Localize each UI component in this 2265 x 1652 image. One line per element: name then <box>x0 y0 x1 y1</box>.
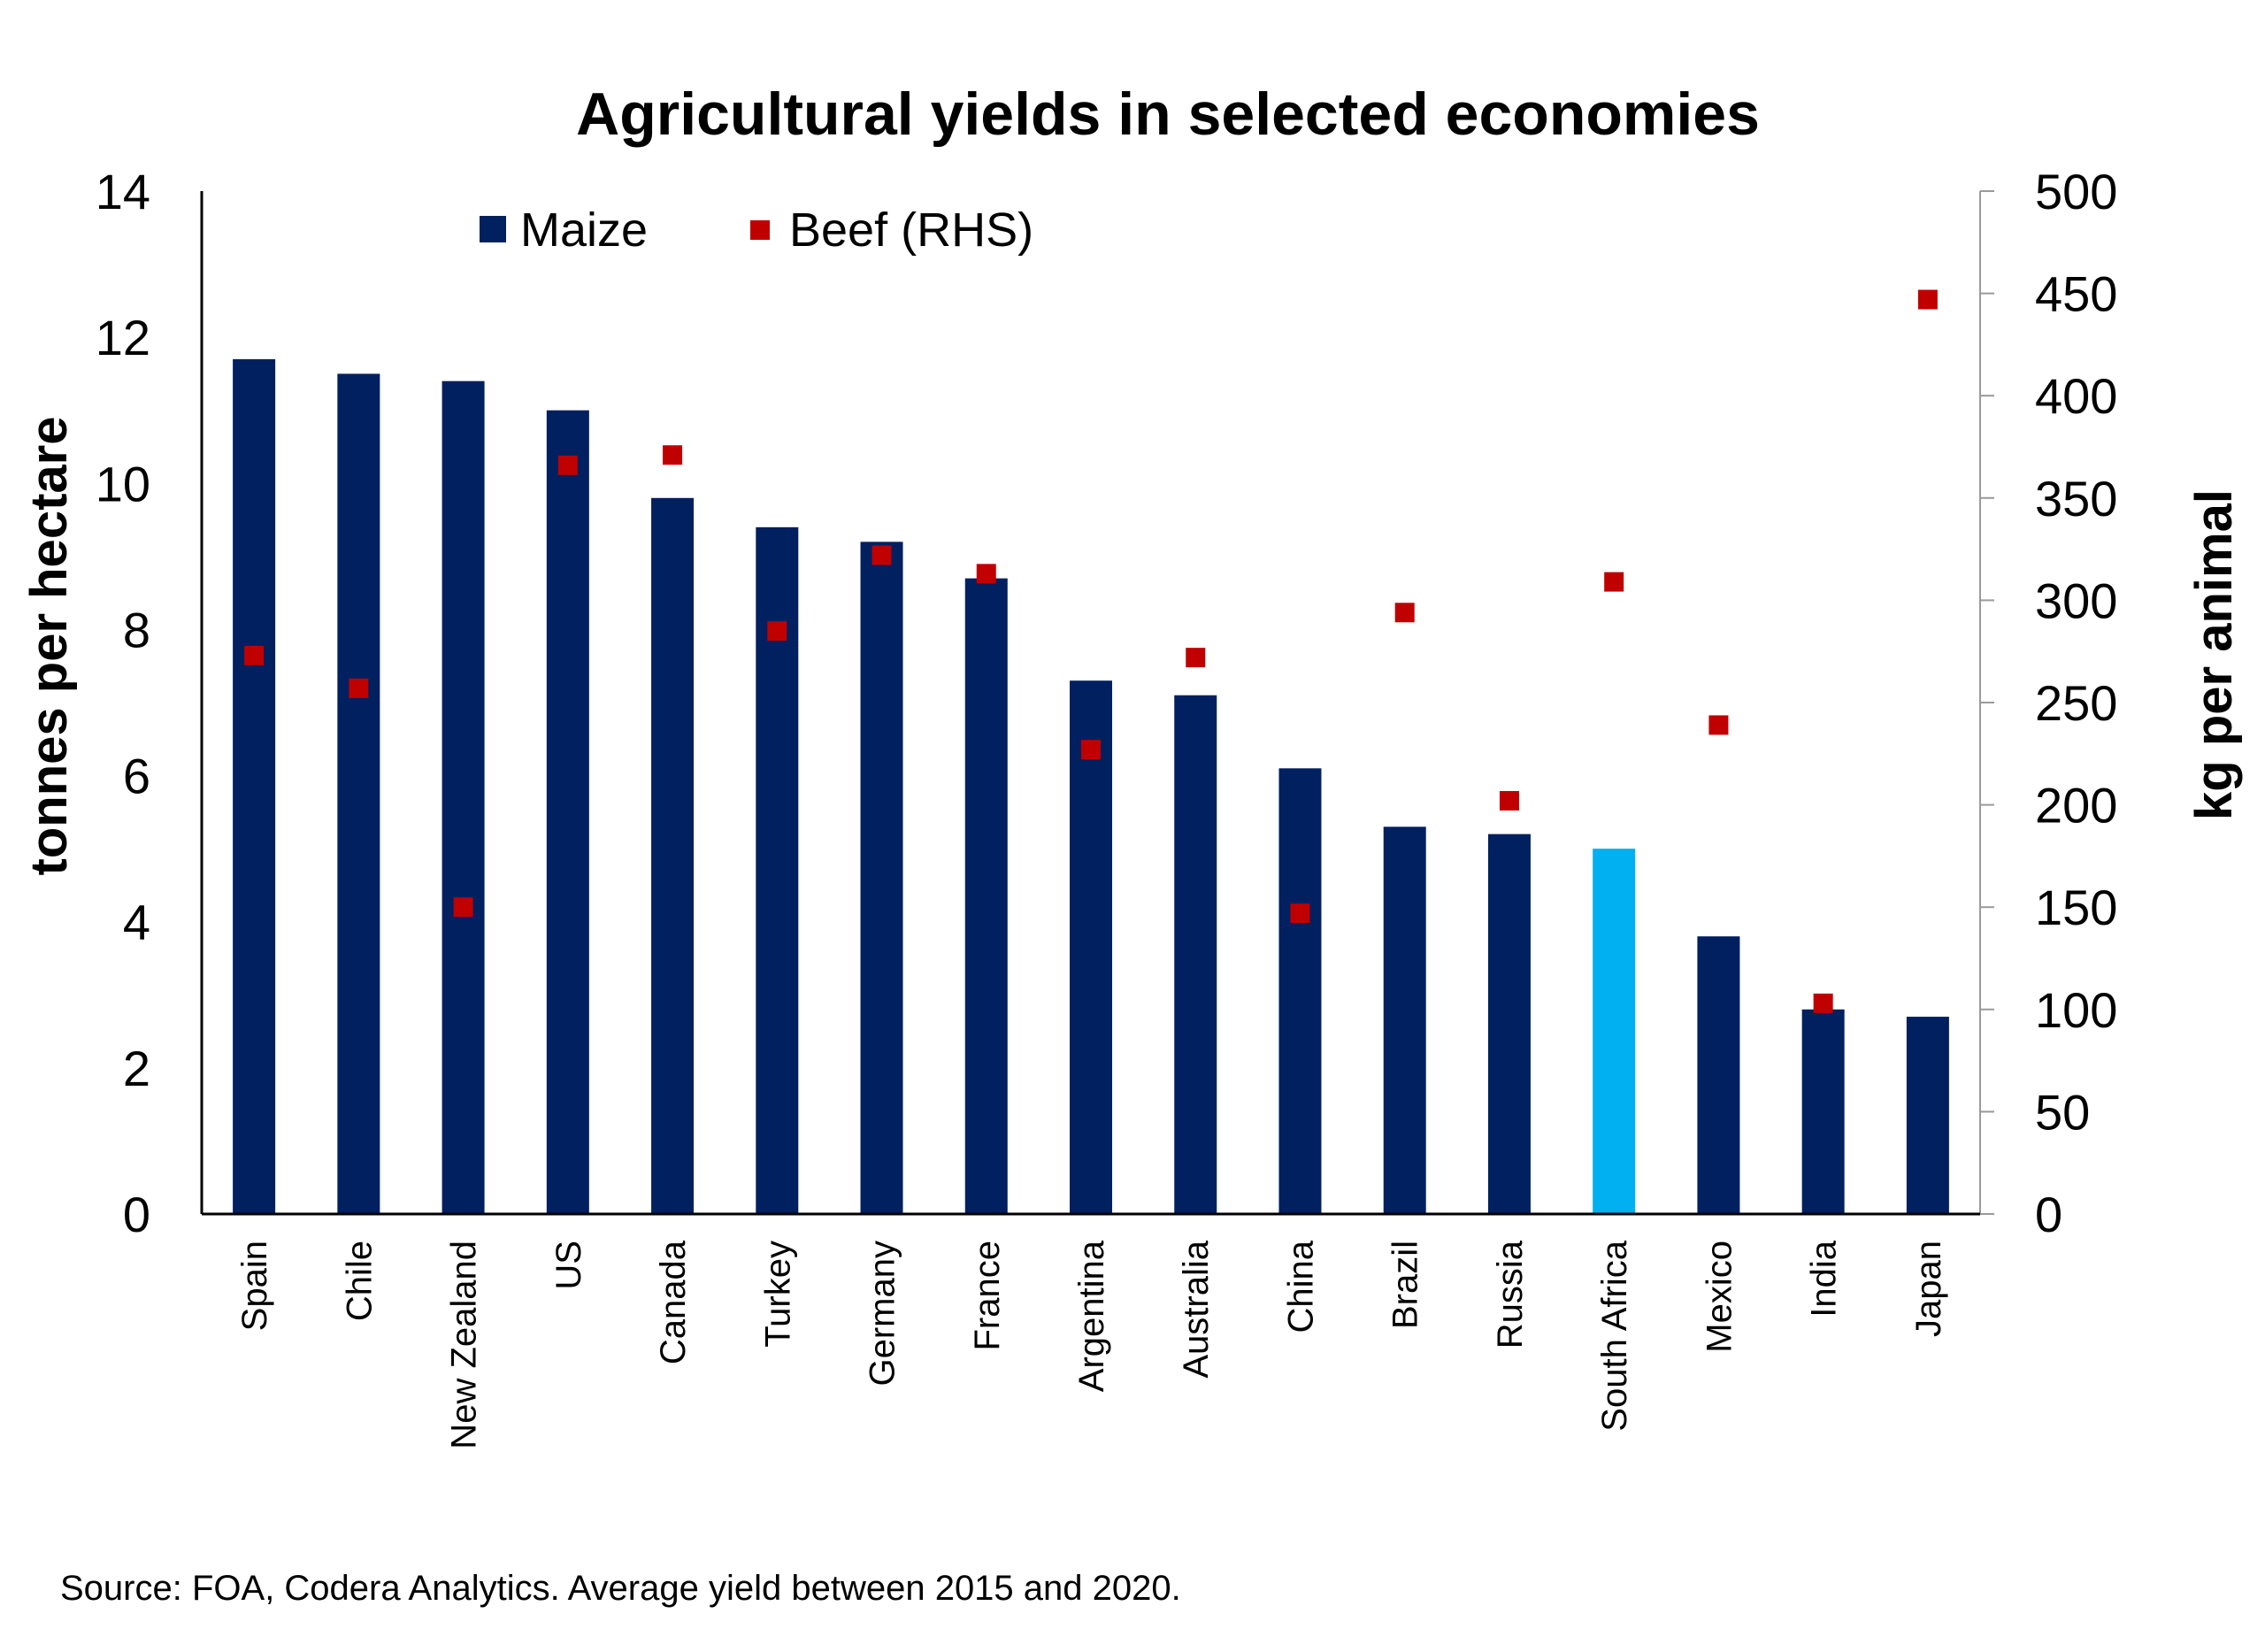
marker-beef <box>557 455 578 475</box>
y-tick-label: 8 <box>123 602 150 657</box>
y2-tick-label: 150 <box>2035 880 2117 935</box>
chart-title: Agricultural yields in selected economie… <box>576 81 1760 148</box>
bar-maize <box>1487 834 1531 1214</box>
marker-beef <box>1290 903 1310 924</box>
marker-beef <box>1081 740 1101 760</box>
legend-label-beef: Beef (RHS) <box>789 204 1033 257</box>
x-tick-label: US <box>549 1241 588 1290</box>
x-tick-label: Spain <box>235 1241 274 1331</box>
y2-axis-label: kg per animal <box>2185 489 2243 820</box>
marker-beef <box>1604 572 1624 592</box>
x-tick-label: Turkey <box>758 1241 797 1348</box>
x-tick-label: Australia <box>1177 1240 1216 1378</box>
bar-maize <box>546 410 589 1214</box>
x-tick-label: France <box>968 1241 1007 1351</box>
y2-tick-label: 400 <box>2035 368 2117 424</box>
marker-beef <box>1917 289 1938 310</box>
marker-beef <box>1813 993 1833 1013</box>
marker-beef <box>663 445 683 465</box>
bar-maize <box>964 578 1008 1214</box>
y-axis-label: tonnes per hectare <box>20 417 78 876</box>
y-tick-label: 2 <box>123 1041 150 1096</box>
y-tick-label: 6 <box>123 749 150 804</box>
marker-beef <box>1499 790 1519 811</box>
bars-layer <box>233 358 1949 1215</box>
bar-maize <box>233 358 276 1214</box>
bar-maize <box>1906 1017 1949 1214</box>
x-tick-label: Chile <box>340 1241 379 1321</box>
x-tick-label: Germany <box>864 1241 902 1387</box>
marker-beef <box>1394 603 1415 623</box>
marker-beef <box>976 564 996 584</box>
y2-tick-label: 500 <box>2035 164 2117 219</box>
y-tick-label: 0 <box>123 1187 150 1242</box>
legend-swatch-beef <box>750 220 770 240</box>
y2-tick-label: 0 <box>2035 1187 2062 1242</box>
bar-maize <box>1278 768 1322 1214</box>
axes-layer: 0 2 4 6 8 10 12 14 0 50 100 150 200 250 300 350 400 450 50… <box>96 164 2118 1242</box>
x-tick-label: Argentina <box>1072 1240 1111 1392</box>
y-tick-label: 12 <box>96 310 150 365</box>
bar-maize <box>1174 695 1217 1214</box>
x-tick-label: New Zealand <box>445 1241 484 1449</box>
y2-tick-label: 50 <box>2035 1084 2090 1140</box>
x-tick-label: India <box>1805 1240 1844 1317</box>
y-tick-label: 4 <box>123 895 150 950</box>
legend-swatch-maize <box>480 216 506 242</box>
x-tick-label: Russia <box>1491 1240 1530 1348</box>
y2-tick-label: 250 <box>2035 675 2117 731</box>
bar-maize <box>1801 1009 1845 1214</box>
marker-beef <box>767 621 787 642</box>
bar-maize <box>1593 849 1636 1214</box>
x-tick-label: China <box>1281 1240 1320 1333</box>
x-tick-label: South Africa <box>1595 1240 1634 1431</box>
bar-maize <box>756 526 799 1214</box>
y-tick-label: 10 <box>96 456 150 511</box>
bar-maize <box>337 373 380 1214</box>
x-tick-label: Japan <box>1909 1241 1948 1337</box>
bar-maize <box>1383 826 1426 1214</box>
legend: Maize Beef (RHS) <box>480 204 1033 257</box>
marker-beef <box>349 678 369 698</box>
y2-tick-label: 350 <box>2035 471 2117 526</box>
y2-tick-label: 100 <box>2035 982 2117 1038</box>
y-tick-label: 14 <box>96 164 150 219</box>
x-tick-label: Brazil <box>1386 1241 1425 1329</box>
marker-beef <box>1708 715 1729 735</box>
bar-maize <box>651 497 695 1214</box>
x-tick-label: Canada <box>654 1240 693 1364</box>
x-tick-labels: Spain Chile New Zealand US Canada Turkey Germa… <box>235 1240 1948 1448</box>
y2-tick-label: 450 <box>2035 266 2117 322</box>
marker-beef <box>453 897 473 918</box>
y2-tick-label: 300 <box>2035 572 2117 628</box>
source-note: Source: FOA, Codera Analytics. Average y… <box>60 1569 1181 1608</box>
bar-maize <box>860 542 903 1214</box>
x-tick-label: Mexico <box>1700 1241 1739 1353</box>
bar-maize <box>1697 936 1740 1214</box>
markers-layer <box>244 289 1938 1013</box>
legend-label-maize: Maize <box>520 204 648 257</box>
marker-beef <box>1186 648 1206 668</box>
y2-tick-label: 200 <box>2035 778 2117 834</box>
bar-maize <box>1070 680 1112 1214</box>
bar-maize <box>441 380 485 1215</box>
marker-beef <box>871 545 892 565</box>
marker-beef <box>244 645 265 665</box>
